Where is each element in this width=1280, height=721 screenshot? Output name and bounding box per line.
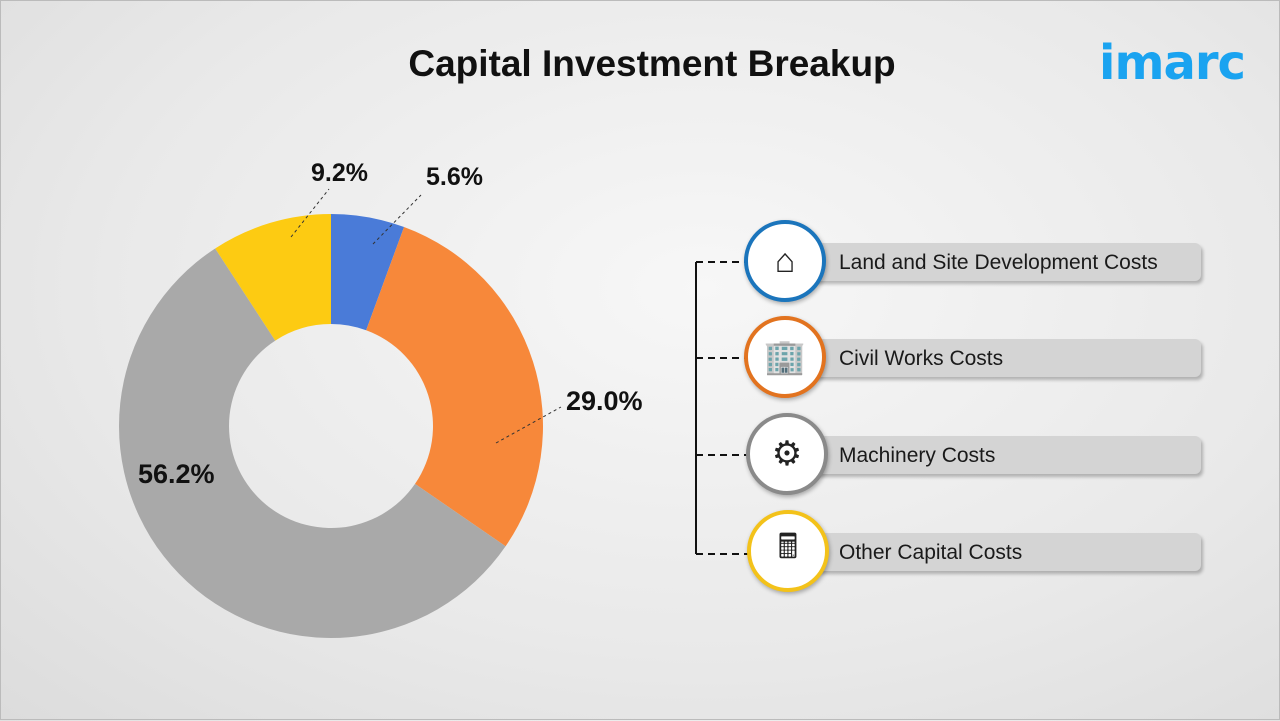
slice-land xyxy=(331,214,405,331)
slice-civil xyxy=(366,226,544,547)
legend-label: Land and Site Development Costs xyxy=(839,251,1158,274)
data-label-other: 9.2% xyxy=(311,159,368,187)
slice-other xyxy=(215,214,331,341)
data-label-machinery: 56.2% xyxy=(138,459,215,489)
leader-line-29-0 xyxy=(495,406,562,444)
civil-worker-building-icon: 🏢 xyxy=(744,316,826,398)
slice-machinery xyxy=(118,248,506,638)
land-house-layers-icon: ⌂ xyxy=(744,220,826,302)
legend-item-machinery: Machinery Costs xyxy=(791,436,1201,474)
calculator-coins-icon: 🖩 xyxy=(747,510,829,592)
legend-item-civil: Civil Works Costs xyxy=(791,339,1201,377)
legend-label: Other Capital Costs xyxy=(839,541,1023,564)
legend-item-other: Other Capital Costs xyxy=(791,533,1201,571)
machinery-crane-dollar-icon: ⚙ xyxy=(746,413,828,495)
data-label-civil: 29.0% xyxy=(566,386,643,416)
legend-label: Machinery Costs xyxy=(839,444,996,467)
data-label-land: 5.6% xyxy=(426,163,483,191)
leader-line-9-2 xyxy=(290,188,330,238)
legend-label: Civil Works Costs xyxy=(839,347,1004,370)
imarc-logo: imarc xyxy=(1099,35,1246,91)
legend-item-land: Land and Site Development Costs xyxy=(791,243,1201,281)
legend-connectors xyxy=(696,261,751,555)
chart-title: Capital Investment Breakup xyxy=(408,43,896,84)
